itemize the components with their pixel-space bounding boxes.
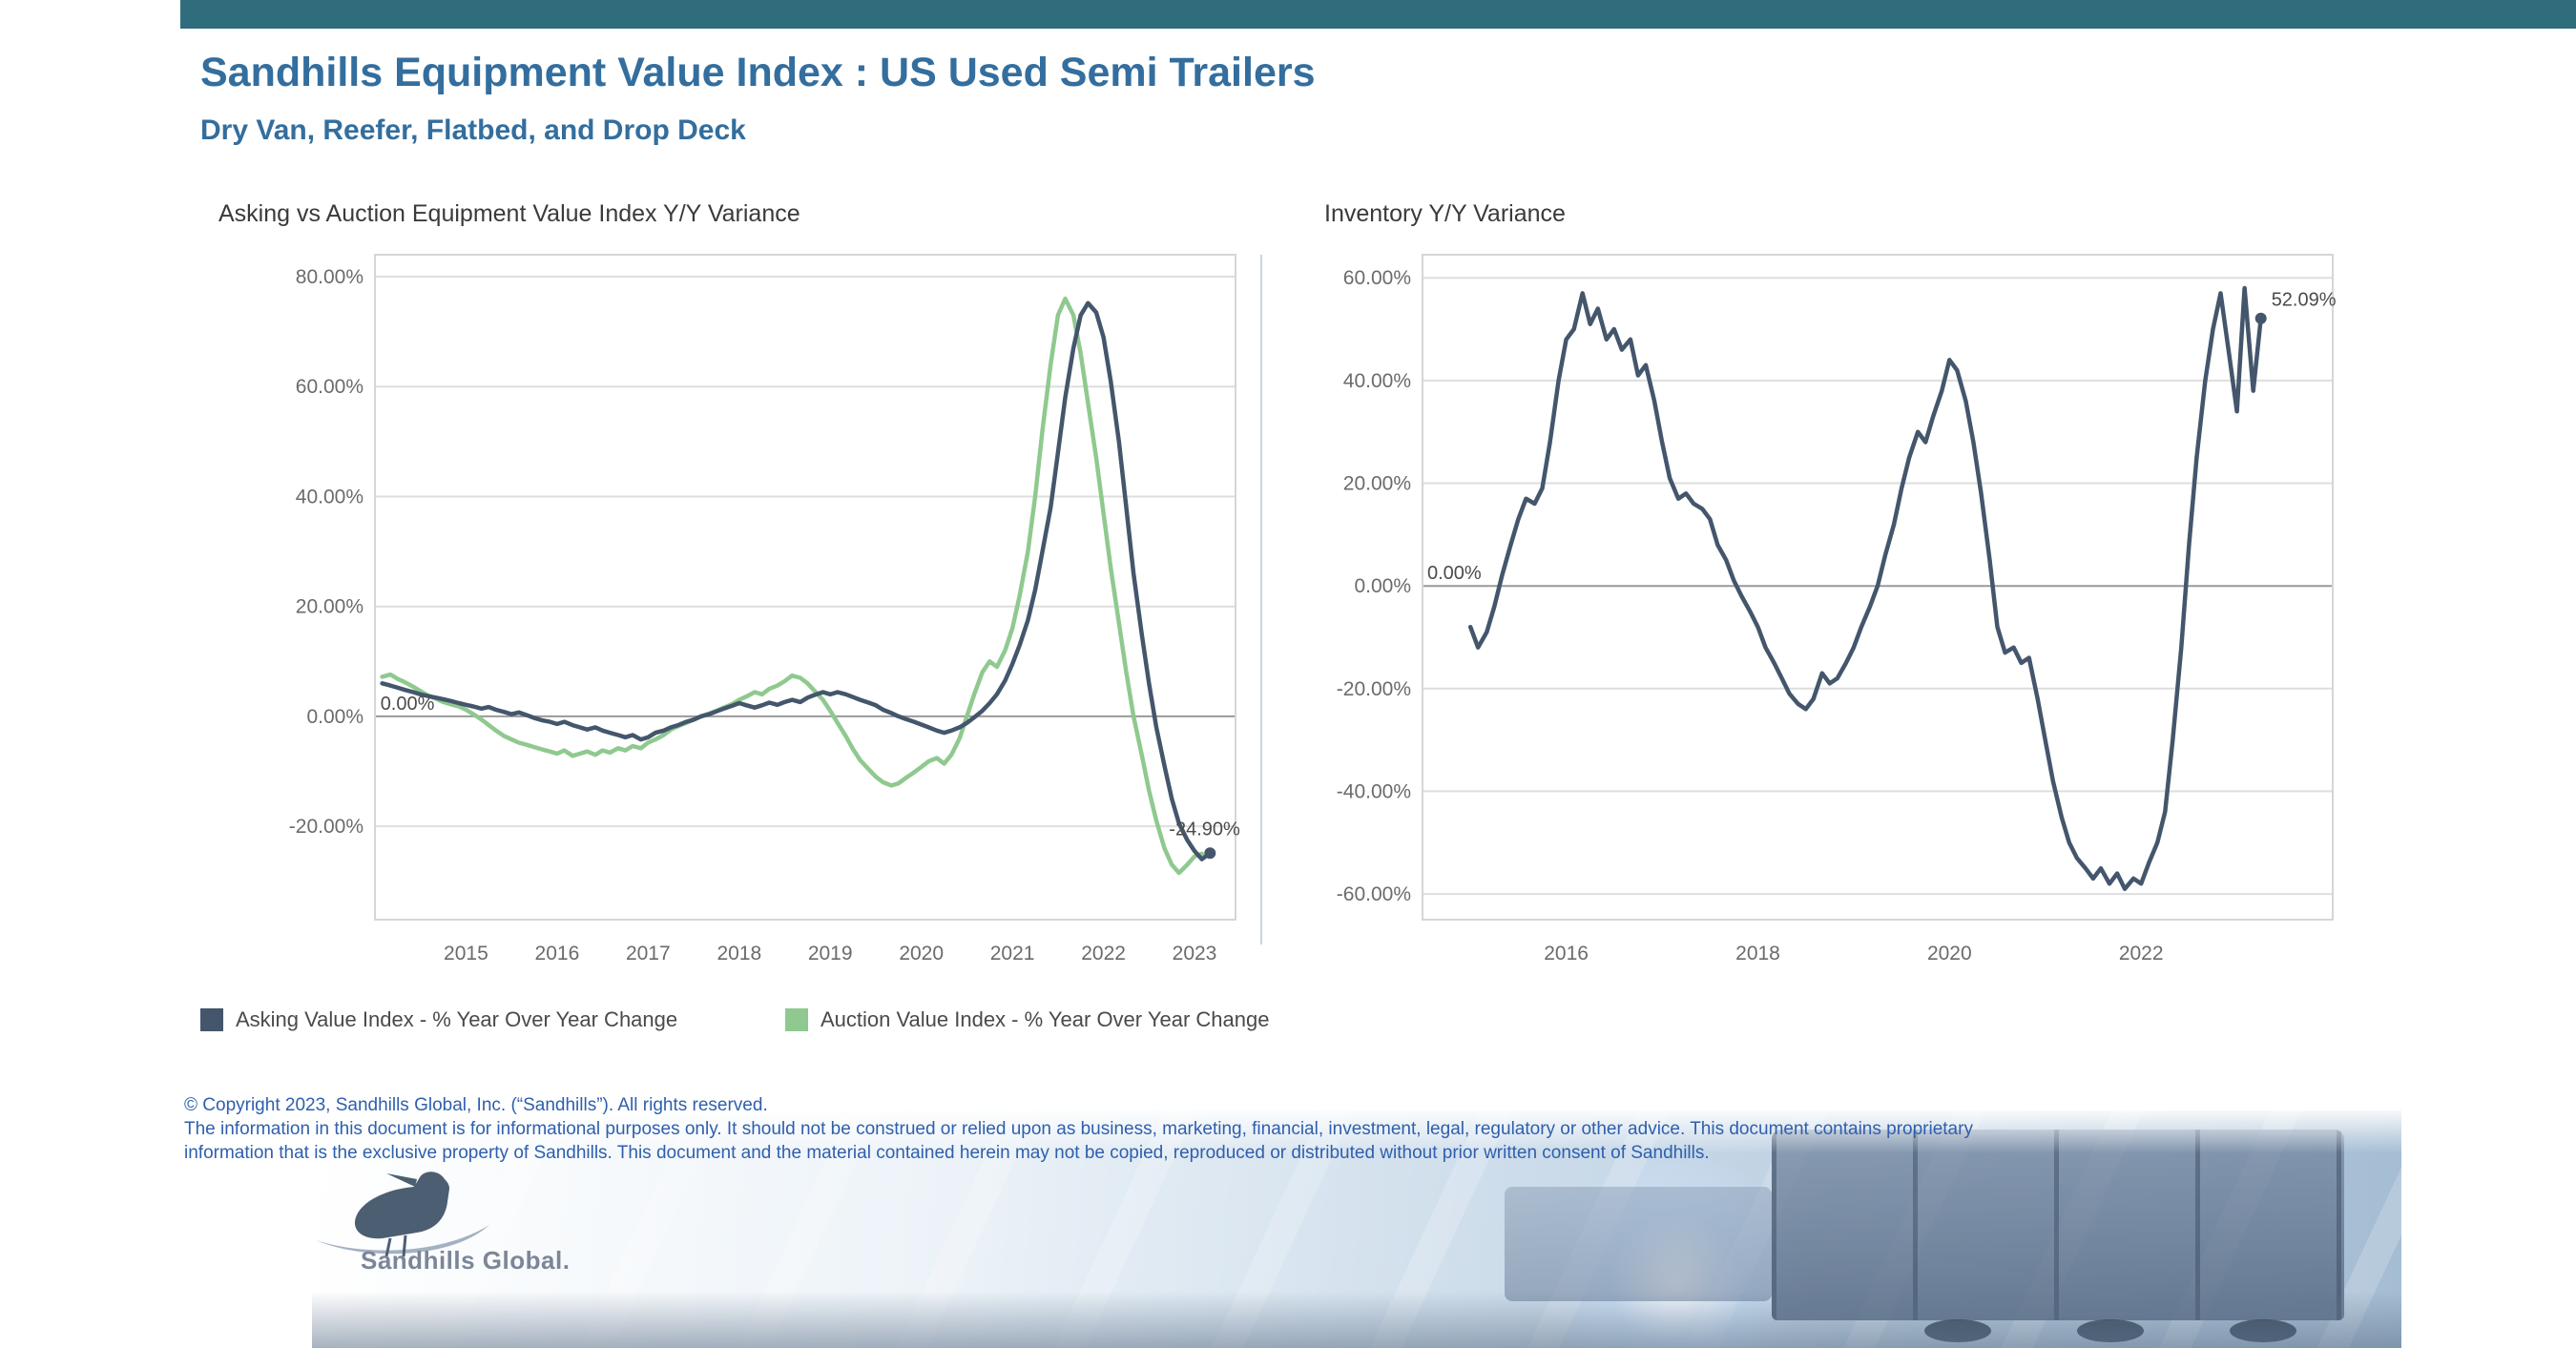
copyright-text: © Copyright 2023, Sandhills Global, Inc.… — [184, 1093, 2474, 1165]
report-subtitle: Dry Van, Reefer, Flatbed, and Drop Deck — [200, 114, 746, 146]
asking-vs-auction-chart: 80.00% 60.00% 40.00% 20.00% 0.00% -20.00% 2015… — [289, 254, 1240, 964]
left-chart-title: Asking vs Auction Equipment Value Index … — [218, 200, 800, 227]
header-bar — [180, 0, 2576, 29]
y-tick-label: 40.00% — [1343, 370, 1411, 392]
x-tick-label: 2020 — [899, 943, 944, 964]
asking-legend-swatch — [200, 1008, 223, 1031]
x-tick-label: 2018 — [717, 943, 761, 964]
x-tick-label: 2022 — [2119, 943, 2164, 964]
disclaimer-line-1: The information in this document is for … — [184, 1119, 1973, 1139]
x-tick-label: 2015 — [444, 943, 488, 964]
annotation: 0.00% — [1427, 563, 1482, 584]
auction-legend-swatch — [785, 1008, 808, 1031]
auction-legend-label: Auction Value Index - % Year Over Year C… — [821, 1007, 1270, 1031]
legend-item-asking: Asking Value Index - % Year Over Year Ch… — [200, 1007, 677, 1032]
y-tick-label: 60.00% — [1343, 267, 1411, 289]
annotation: 0.00% — [381, 694, 435, 715]
x-tick-label: 2022 — [1081, 943, 1126, 964]
x-tick-label: 2018 — [1735, 943, 1780, 964]
sandhills-crane-logo-icon — [316, 1172, 489, 1257]
background-photo-strip — [312, 1110, 2401, 1348]
sandhills-global-logo-text: Sandhills Global. — [361, 1246, 571, 1275]
trailer-silhouette — [1772, 1130, 2344, 1320]
y-tick-label: -60.00% — [1337, 883, 1411, 905]
x-tick-label: 2020 — [1927, 943, 1972, 964]
report-title: Sandhills Equipment Value Index : US Use… — [200, 50, 1316, 95]
y-tick-label: 80.00% — [296, 266, 364, 288]
y-tick-label: 40.00% — [296, 487, 364, 508]
y-tick-label: 0.00% — [306, 706, 364, 728]
copyright-line: © Copyright 2023, Sandhills Global, Inc.… — [184, 1095, 768, 1115]
plot-border — [374, 254, 1236, 921]
photo-top-fade — [312, 1110, 2401, 1153]
x-tick-label: 2016 — [535, 943, 580, 964]
asking-legend-label: Asking Value Index - % Year Over Year Ch… — [236, 1007, 678, 1031]
y-tick-label: 0.00% — [1354, 575, 1411, 597]
y-tick-label: 20.00% — [296, 596, 364, 618]
legend-item-auction: Auction Value Index - % Year Over Year C… — [785, 1007, 1269, 1032]
disclaimer-line-2: information that is the exclusive proper… — [184, 1143, 1710, 1163]
x-tick-label: 2016 — [1544, 943, 1589, 964]
plot-border — [1422, 254, 2334, 921]
inventory-line — [1467, 285, 2263, 891]
x-tick-label: 2019 — [808, 943, 853, 964]
x-tick-label: 2021 — [990, 943, 1035, 964]
y-tick-label: -20.00% — [1337, 678, 1411, 700]
truck-cab-silhouette — [1505, 1187, 1772, 1301]
y-tick-label: -20.00% — [289, 816, 364, 838]
inventory-end-dot — [2254, 312, 2267, 324]
inventory-chart: 60.00% 40.00% 20.00% 0.00% -20.00% -40.00% -60… — [1337, 254, 2337, 964]
y-tick-label: 20.00% — [1343, 473, 1411, 495]
annotation: -24.90% — [1169, 819, 1240, 840]
y-tick-label: -40.00% — [1337, 780, 1411, 802]
annotation: 52.09% — [2272, 289, 2337, 310]
asking-end-dot — [1204, 847, 1216, 860]
right-chart-title: Inventory Y/Y Variance — [1324, 200, 1566, 227]
asking-line — [380, 301, 1213, 861]
road-shadow — [312, 1291, 2401, 1348]
x-tick-label: 2017 — [626, 943, 671, 964]
x-tick-label: 2023 — [1173, 943, 1217, 964]
auction-line — [380, 296, 1204, 876]
chart-divider — [1260, 255, 1262, 944]
y-tick-label: 60.00% — [296, 376, 364, 398]
